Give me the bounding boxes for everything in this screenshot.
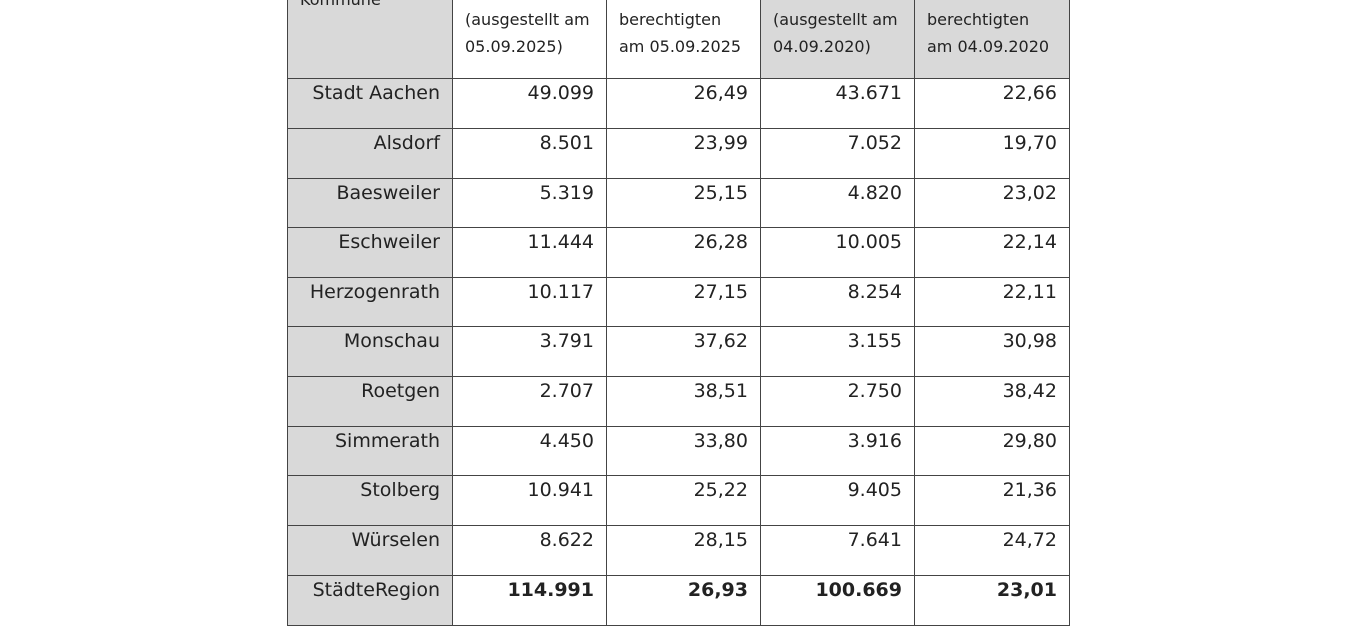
row-label: Stolberg: [287, 476, 453, 526]
value-cell: 23,02: [915, 179, 1070, 228]
value-cell: 24,72: [915, 526, 1070, 576]
value-cell: 37,62: [607, 327, 761, 377]
value-cell: 3.916: [761, 427, 915, 476]
value-cell: 11.444: [453, 228, 607, 278]
value-cell: 7.641: [761, 526, 915, 576]
value-cell: 38,51: [607, 377, 761, 427]
header-text: (ausgestellt am: [465, 10, 590, 29]
value-cell: 7.052: [761, 129, 915, 179]
value-cell: 2.707: [453, 377, 607, 427]
header-text: (ausgestellt am: [773, 10, 898, 29]
row-label: Eschweiler: [287, 228, 453, 278]
value-cell: 10.005: [761, 228, 915, 278]
row-label: Herzogenrath: [287, 278, 453, 327]
header-cell: (ausgestellt am 05.09.2025): [453, 0, 607, 79]
header-text: am 05.09.2025: [619, 37, 742, 56]
value-cell: 10.941: [453, 476, 607, 526]
row-label: Roetgen: [287, 377, 453, 427]
row-label: Simmerath: [287, 427, 453, 476]
header-cell: berechtigten am 04.09.2020: [915, 0, 1070, 79]
header-text: Kommune: [300, 0, 452, 13]
row-label: Stadt Aachen: [287, 79, 453, 129]
value-cell: 8.254: [761, 278, 915, 327]
row-label: Baesweiler: [287, 179, 453, 228]
value-cell: 5.319: [453, 179, 607, 228]
value-cell: 26,49: [607, 79, 761, 129]
value-cell: 26,93: [607, 576, 761, 626]
value-cell: 4.820: [761, 179, 915, 228]
value-cell: 2.750: [761, 377, 915, 427]
value-cell: 33,80: [607, 427, 761, 476]
row-label: StädteRegion: [287, 576, 453, 626]
header-text: 05.09.2025): [465, 37, 563, 56]
header-cell: (ausgestellt am 04.09.2020): [761, 0, 915, 79]
row-label: Alsdorf: [287, 129, 453, 179]
value-cell: 49.099: [453, 79, 607, 129]
value-cell: 27,15: [607, 278, 761, 327]
value-cell: 3.791: [453, 327, 607, 377]
value-cell: 22,14: [915, 228, 1070, 278]
value-cell: 10.117: [453, 278, 607, 327]
value-cell: 9.405: [761, 476, 915, 526]
value-cell: 29,80: [915, 427, 1070, 476]
value-cell: 100.669: [761, 576, 915, 626]
value-cell: 26,28: [607, 228, 761, 278]
row-label: Würselen: [287, 526, 453, 576]
value-cell: 8.501: [453, 129, 607, 179]
value-cell: 30,98: [915, 327, 1070, 377]
value-cell: 22,11: [915, 278, 1070, 327]
value-cell: 19,70: [915, 129, 1070, 179]
value-cell: 25,15: [607, 179, 761, 228]
value-cell: 114.991: [453, 576, 607, 626]
value-cell: 23,01: [915, 576, 1070, 626]
header-text: berechtigten: [927, 10, 1030, 29]
header-text: am 04.09.2020: [927, 37, 1050, 56]
value-cell: 22,66: [915, 79, 1070, 129]
value-cell: 3.155: [761, 327, 915, 377]
value-cell: 43.671: [761, 79, 915, 129]
value-cell: 23,99: [607, 129, 761, 179]
value-cell: 38,42: [915, 377, 1070, 427]
value-cell: 25,22: [607, 476, 761, 526]
header-text: berechtigten: [619, 10, 722, 29]
header-cell: berechtigten am 05.09.2025: [607, 0, 761, 79]
value-cell: 28,15: [607, 526, 761, 576]
value-cell: 21,36: [915, 476, 1070, 526]
value-cell: 4.450: [453, 427, 607, 476]
row-label: Monschau: [287, 327, 453, 377]
header-text: 04.09.2020): [773, 37, 871, 56]
value-cell: 8.622: [453, 526, 607, 576]
header-cell: Kommune: [287, 0, 453, 79]
